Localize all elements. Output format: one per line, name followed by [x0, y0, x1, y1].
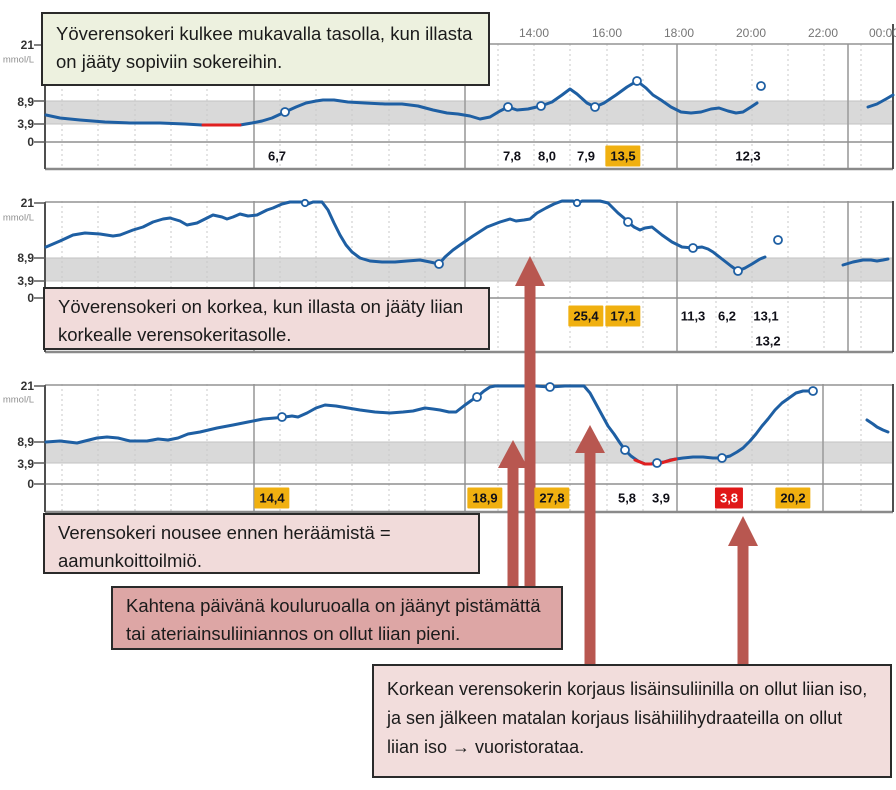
y-axis-max-label: 21 [20, 38, 34, 52]
y-axis-max-label: 21 [20, 379, 34, 393]
y-axis-unit-label: mmol/L [2, 54, 34, 66]
meter-value-low: 3,8 [714, 487, 744, 509]
time-label: 16:00 [591, 26, 623, 40]
day2-sensor-curve [44, 199, 890, 273]
meter-value: 6,2 [717, 308, 737, 324]
y-axis-unit-label: mmol/L [2, 212, 34, 224]
target-band [45, 101, 893, 124]
y-axis-zero-label: 0 [27, 477, 34, 491]
day2-panel [34, 198, 894, 354]
time-label: 22:00 [807, 26, 839, 40]
time-label: 14:00 [518, 26, 550, 40]
meter-value: 7,9 [576, 148, 596, 164]
y-axis-max-label: 21 [20, 196, 34, 210]
arrow-school-day3-icon [498, 440, 528, 587]
time-label: 18:00 [663, 26, 695, 40]
meter-value: 5,8 [617, 490, 637, 506]
meter-value: 13,2 [755, 333, 781, 349]
note-night-good: Yöverensokeri kulkee mukavalla tasolla, … [41, 12, 490, 86]
meter-value: 8,0 [537, 148, 557, 164]
note-dawn-phenomenon: Verensokeri nousee ennen heräämistä = aa… [43, 513, 480, 574]
y-axis-low-label: 3,9 [17, 274, 34, 288]
meter-value-high: 18,9 [467, 487, 503, 509]
note-night-high: Yöverensokeri on korkea, kun illasta on … [43, 287, 490, 350]
y-axis-high-label: 8,9 [17, 435, 34, 449]
day1-meter-dots [280, 76, 766, 117]
meter-value: 11,3 [680, 308, 706, 324]
meter-value-high: 27,8 [534, 487, 570, 509]
time-label: 00:00 [868, 26, 896, 40]
y-axis-low-label: 3,9 [17, 117, 34, 131]
meter-value: 6,7 [267, 148, 287, 164]
note-school-meals: Kahtena päivänä kouluruoalla on jäänyt p… [111, 586, 563, 650]
annotation-arrows [498, 256, 758, 664]
y-axis-high-label: 8,9 [17, 95, 34, 109]
day2-meter-dots [300, 198, 783, 276]
target-band [45, 442, 893, 463]
time-label: 20:00 [735, 26, 767, 40]
target-band [45, 258, 893, 281]
day1-sensor-curve [44, 79, 895, 127]
meter-value-high: 13,5 [605, 145, 641, 167]
y-axis-low-label: 3,9 [17, 457, 34, 471]
arrow-school-day2-icon [515, 256, 545, 587]
meter-value: 3,9 [651, 490, 671, 506]
meter-value-high: 25,4 [568, 305, 604, 327]
y-axis-zero-label: 0 [27, 135, 34, 149]
note-rollercoaster: Korkean verensokerin korjaus lisäinsulii… [372, 664, 892, 778]
meter-value: 12,3 [735, 148, 761, 164]
y-axis-zero-label: 0 [27, 291, 34, 305]
arrow-correction-drop-icon [575, 425, 605, 664]
y-axis-unit-label: mmol/L [2, 394, 34, 406]
y-axis-high-label: 8,9 [17, 251, 34, 265]
day3-panel [34, 382, 894, 514]
arrow-low-value-icon [728, 516, 758, 664]
meter-value-high: 20,2 [775, 487, 811, 509]
meter-value: 7,8 [502, 148, 522, 164]
meter-value: 13,1 [753, 308, 779, 324]
meter-value-high: 17,1 [605, 305, 641, 327]
day3-meter-dots [277, 382, 818, 468]
meter-value-high: 14,4 [254, 487, 290, 509]
